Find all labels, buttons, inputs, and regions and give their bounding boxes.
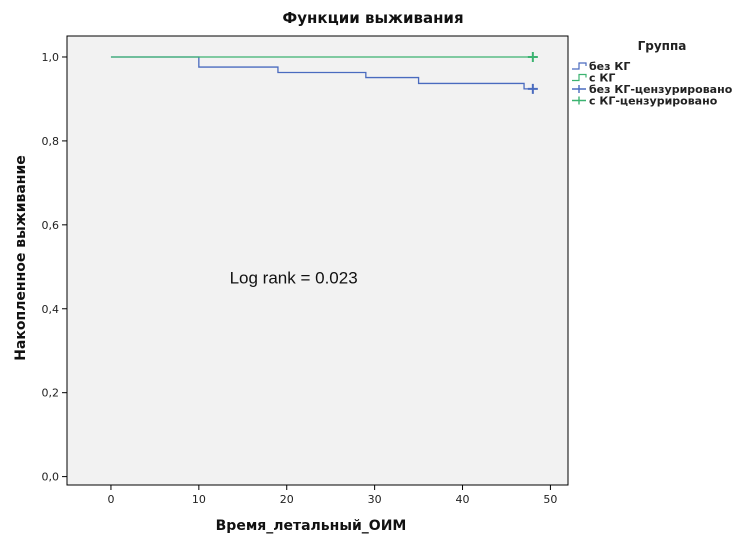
legend-item: без КГ-цензурировано (572, 83, 733, 96)
x-axis: 0 10 20 30 40 50 (107, 485, 557, 506)
y-tick-label: 1,0 (42, 51, 60, 64)
legend-item: без КГ (572, 60, 630, 73)
legend-item: с КГ-цензурировано (572, 95, 718, 108)
series-layer (110, 51, 538, 94)
y-tick-label: 0,8 (42, 135, 60, 148)
chart-title: Функции выживания (282, 9, 463, 27)
x-tick-label: 10 (192, 493, 206, 506)
legend-item: с КГ (572, 72, 615, 85)
legend-swatch (572, 85, 586, 93)
legend-label: с КГ-цензурировано (589, 95, 718, 108)
legend-title: Группа (638, 39, 687, 53)
x-axis-label: Время_летальный_ОИМ (216, 518, 407, 534)
annotation-layer: Log rank = 0.023 (230, 269, 358, 288)
log-rank-annotation: Log rank = 0.023 (230, 269, 358, 288)
x-tick-label: 40 (456, 493, 470, 506)
x-tick-label: 20 (280, 493, 294, 506)
legend-label: с КГ (589, 72, 615, 85)
censor-mark (527, 83, 538, 94)
legend-swatch (572, 73, 587, 82)
plot-area (66, 35, 569, 486)
x-tick-label: 50 (543, 493, 557, 506)
legend-swatch (572, 96, 586, 105)
legend-label: без КГ-цензурировано (589, 83, 733, 96)
y-axis-label: Накопленное выживание (13, 155, 29, 361)
y-tick-label: 0,6 (42, 219, 60, 232)
y-tick-label: 0,4 (42, 303, 60, 316)
censor-mark (527, 51, 538, 62)
y-tick-label: 0,0 (42, 471, 60, 484)
x-tick-label: 0 (107, 493, 114, 506)
x-tick-label: 30 (368, 493, 382, 506)
legend-label: без КГ (589, 60, 630, 73)
y-axis: 0,0 0,2 0,4 0,6 0,8 1,0 (42, 51, 67, 484)
y-tick-label: 0,2 (42, 387, 60, 400)
legend-swatch (572, 62, 587, 70)
series-line-0 (110, 56, 533, 90)
